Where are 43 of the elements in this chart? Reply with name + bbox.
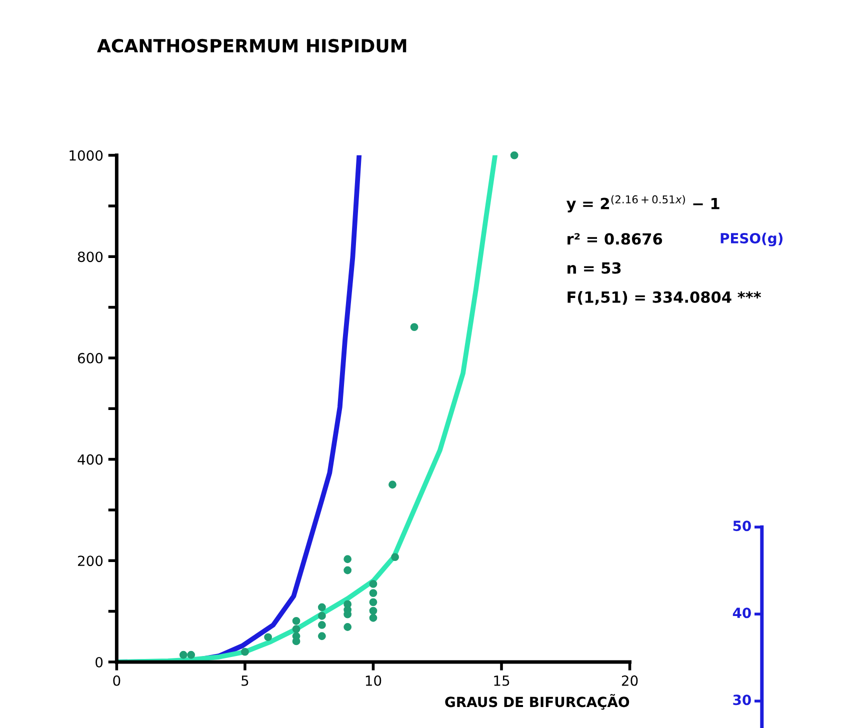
text: PESO(g) — [720, 232, 782, 246]
point — [318, 603, 326, 612]
text: 30 — [733, 694, 751, 706]
annotation: n = 53 — [568, 262, 621, 274]
point — [369, 598, 378, 606]
point — [187, 650, 196, 659]
point — [318, 621, 326, 629]
point — [510, 151, 518, 160]
point — [369, 614, 378, 622]
point — [179, 650, 188, 659]
y-tick-label: 0 — [96, 656, 103, 668]
point — [369, 580, 378, 588]
y-tick-label: 600 — [78, 352, 103, 364]
point — [369, 589, 378, 598]
chart-title: ACANTHOSPERMUM HISPIDUM — [97, 38, 406, 53]
point — [344, 555, 352, 564]
annotation: F(1,51) = 334.0804 *** — [568, 291, 762, 305]
x-tick-label: 0 — [113, 675, 120, 686]
point — [264, 633, 272, 642]
y-tick-label: 800 — [78, 252, 103, 262]
y-tick-label: 200 — [78, 556, 103, 566]
annotation: y = 2$^{(2.16+0.51x)}$ − 1 — [566, 195, 720, 212]
x-tick-label: 5 — [242, 676, 248, 686]
x-tick-label: 15 — [494, 676, 510, 686]
point — [318, 612, 326, 620]
text: 40 — [732, 608, 751, 618]
point — [292, 616, 300, 625]
point — [388, 480, 396, 489]
point — [344, 623, 352, 631]
y-tick-label: 400 — [78, 454, 103, 465]
text: 50 — [733, 520, 751, 532]
x-axis-title: GRAUS DE BIFURCAÇÃO — [445, 694, 630, 710]
point — [369, 606, 378, 615]
x-tick-label: 10 — [366, 675, 382, 686]
x-tick-label: 20 — [622, 675, 638, 686]
point — [241, 648, 249, 656]
point — [410, 323, 418, 331]
annotation: r² = 0.8676 — [568, 233, 662, 245]
point — [344, 566, 352, 574]
point — [391, 553, 399, 562]
y-tick-label: 1000 — [70, 150, 103, 161]
point — [318, 632, 326, 640]
point — [292, 625, 300, 633]
